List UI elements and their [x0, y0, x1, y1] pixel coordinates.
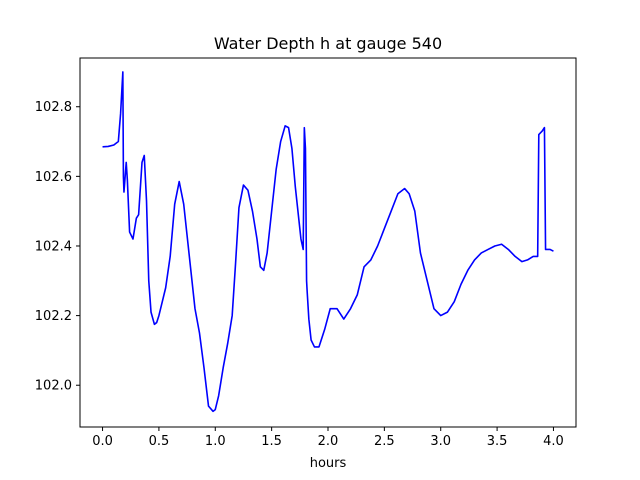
- y-tick-label: 102.2: [35, 309, 72, 324]
- x-axis-label: hours: [310, 456, 347, 471]
- x-tick-label: 2.0: [318, 434, 339, 449]
- chart-title: Water Depth h at gauge 540: [214, 34, 442, 53]
- x-tick-label: 1.5: [261, 434, 282, 449]
- y-tick-label: 102.6: [35, 170, 72, 185]
- x-axis: 0.0 0.5 1.0 1.5 2.0 2.5 3.0 3.5 4.0: [92, 427, 564, 449]
- x-tick-label: 3.5: [487, 434, 508, 449]
- x-tick-label: 1.0: [205, 434, 226, 449]
- x-tick-label: 0.0: [92, 434, 113, 449]
- plot-frame: [79, 57, 577, 428]
- y-tick-label: 102.4: [35, 239, 72, 254]
- x-tick-label: 2.5: [374, 434, 395, 449]
- series-line-0: [102, 71, 554, 413]
- x-tick-label: 3.0: [430, 434, 451, 449]
- y-axis: 102.0 102.2 102.4 102.6 102.8: [35, 100, 80, 394]
- y-tick-label: 102.8: [35, 100, 72, 115]
- y-tick-label: 102.0: [35, 379, 72, 394]
- x-tick-label: 0.5: [149, 434, 170, 449]
- x-tick-label: 4.0: [543, 434, 564, 449]
